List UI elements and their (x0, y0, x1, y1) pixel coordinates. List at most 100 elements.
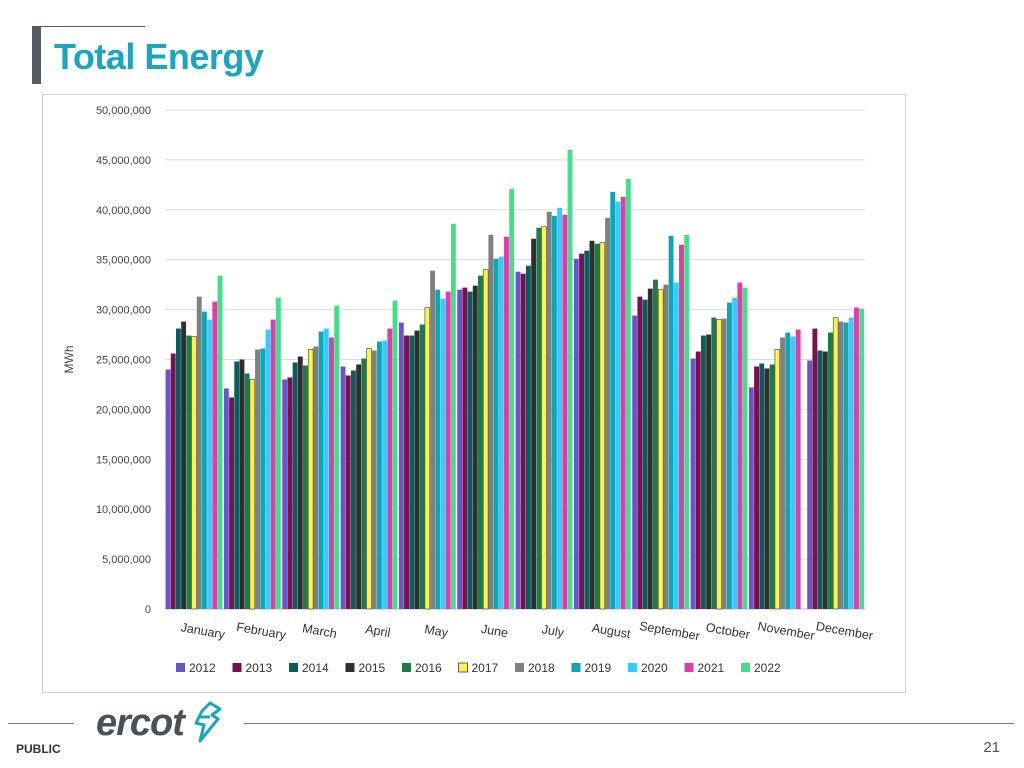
bar-2019-november (785, 332, 791, 609)
bar-2013-december (812, 328, 818, 609)
x-tick-label-november: November (757, 619, 816, 643)
bar-2013-june (462, 287, 468, 609)
bar-2013-september (637, 296, 643, 609)
bar-2017-august (599, 242, 606, 610)
bar-2019-december (843, 322, 849, 609)
legend-swatch-2021 (684, 663, 694, 672)
bar-2014-june (467, 291, 473, 609)
bar-2019-september (668, 235, 674, 609)
bar-2022-july (567, 149, 573, 610)
bar-2013-october (695, 351, 701, 609)
bar-2014-may (409, 335, 415, 609)
bar-2020-august (615, 201, 621, 609)
bar-2012-october (690, 358, 696, 609)
bar-2021-february (270, 319, 276, 609)
bar-2015-june (472, 285, 478, 609)
bar-2020-july (557, 207, 563, 610)
bar-2014-january (175, 328, 181, 609)
bar-2017-september (657, 289, 664, 610)
bar-2017-february (249, 379, 256, 610)
y-tick-label: 0 (145, 604, 151, 616)
bar-2018-march (313, 346, 319, 609)
y-tick-label: 10,000,000 (96, 504, 151, 516)
bar-2019-july (551, 215, 557, 609)
bar-2018-august (605, 217, 610, 609)
bar-2021-january (212, 301, 218, 609)
bar-2016-april (361, 358, 367, 609)
x-tick-label-october: October (705, 620, 751, 642)
legend-label-2021: 2021 (698, 661, 725, 675)
bar-2013-january (170, 353, 176, 609)
bar-2019-april (376, 341, 382, 609)
bar-2019-august (610, 191, 616, 609)
y-tick-label: 40,000,000 (96, 205, 151, 217)
bar-2014-february (234, 361, 240, 609)
bar-2015-april (356, 364, 362, 609)
bar-2018-june (488, 234, 494, 609)
chart-frame: 0 5,000,000 10,000,000 15,000,000 20,000,000… (42, 94, 906, 693)
bar-2021-august (620, 196, 626, 609)
bar-2018-may (430, 270, 435, 609)
bar-2018-october (721, 318, 727, 609)
bar-2019-june (493, 258, 499, 609)
bar-2015-january (181, 321, 187, 609)
bar-2014-october (700, 335, 706, 609)
legend-swatch-2019 (571, 663, 581, 672)
bar-2021-september (679, 244, 684, 610)
bar-2012-july (515, 271, 521, 609)
bar-2012-february (223, 388, 229, 609)
footer-divider-left (8, 723, 74, 724)
bar-2017-july (541, 226, 547, 610)
legend-label-2015: 2015 (359, 661, 386, 675)
x-tick-label-september: September (638, 619, 701, 643)
y-tick-label: 25,000,000 (96, 355, 151, 367)
bar-2020-may (440, 298, 446, 609)
bar-2020-april (382, 340, 388, 609)
legend-swatch-2013 (232, 663, 242, 672)
y-tick-label: 15,000,000 (96, 454, 151, 466)
bar-2014-march (292, 362, 298, 609)
bar-2012-december (807, 360, 813, 609)
bar-2015-february (239, 359, 245, 609)
bar-2012-august (573, 258, 579, 609)
x-tick-label-july: July (541, 622, 566, 640)
bar-2015-july (531, 238, 537, 610)
legend-label-2016: 2016 (415, 661, 442, 675)
bar-2022-june (509, 188, 515, 609)
title-accent-bar (32, 26, 41, 84)
bar-2022-february (275, 297, 281, 609)
legend-swatch-2012 (176, 663, 185, 672)
legend-swatch-2017 (458, 662, 468, 673)
legend-label-2014: 2014 (302, 661, 329, 675)
bar-2014-september (642, 299, 648, 609)
bar-2021-march (329, 337, 334, 609)
bar-2017-june (482, 269, 489, 610)
bar-2017-october (716, 319, 722, 610)
legend-swatch-2020 (628, 663, 637, 672)
ercot-logo: ercot (96, 700, 224, 746)
legend-swatch-2016 (402, 663, 411, 672)
bar-2022-september (684, 234, 690, 609)
x-tick-label-may: May (423, 622, 449, 640)
legend-label-2022: 2022 (754, 661, 781, 675)
bar-2021-july (562, 214, 568, 609)
bar-2016-december (828, 332, 833, 609)
bar-2021-april (387, 328, 393, 609)
x-tick-label-august: August (591, 621, 632, 642)
x-tick-label-february: February (235, 620, 287, 643)
bar-2012-april (340, 366, 346, 609)
legend-label-2019: 2019 (585, 661, 612, 675)
bar-2012-september (632, 315, 638, 609)
bar-2016-october (711, 317, 717, 609)
logo-wordmark: ercot (96, 701, 185, 744)
bar-2016-september (653, 279, 658, 609)
x-tick-label-march: March (301, 621, 338, 641)
public-label: PUBLIC (16, 742, 61, 756)
y-tick-label: 5,000,000 (102, 554, 151, 566)
bar-2020-january (207, 319, 213, 609)
bar-2017-january (191, 336, 197, 610)
legend-swatch-2015 (345, 663, 355, 672)
bar-2016-june (478, 275, 483, 609)
bar-2018-january (196, 296, 202, 609)
bar-2016-february (244, 373, 250, 609)
